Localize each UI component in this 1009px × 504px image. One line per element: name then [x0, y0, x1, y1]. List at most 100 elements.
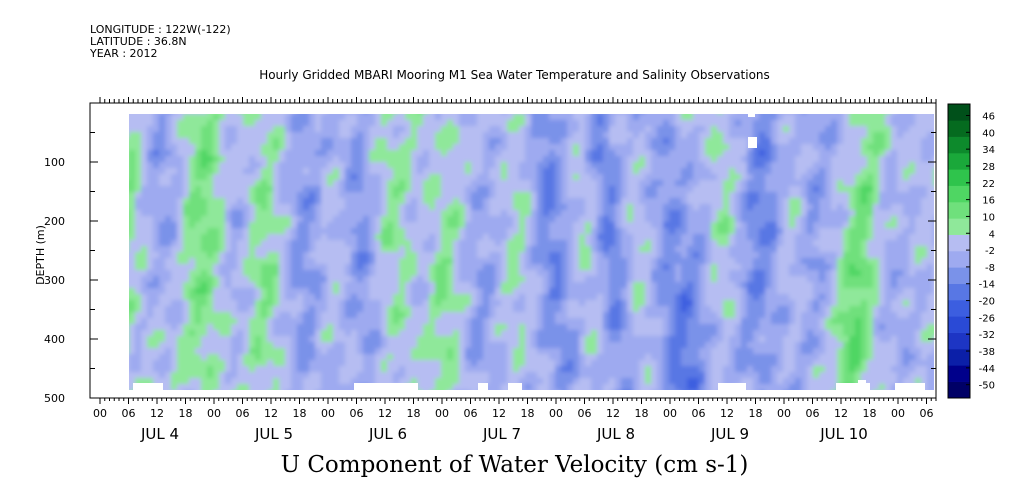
hour-tick-label: 12 [834, 407, 848, 420]
colorbar-label: 40 [982, 128, 995, 139]
data-gap [508, 383, 522, 390]
hour-tick-label: 18 [749, 407, 763, 420]
colorbar-label: -44 [979, 364, 995, 375]
axes: 00 06 12 18 00 06 12 18 00 06 12 18 00 06 12 18 00 06 12 18… [44, 97, 937, 443]
colorbar-label: -8 [985, 263, 995, 274]
data-gap [836, 383, 870, 390]
day-label: JUL 8 [596, 425, 635, 443]
colorbar-swatch [948, 251, 970, 268]
hour-tick-label: 18 [635, 407, 649, 420]
y-tick-label: 200 [44, 215, 65, 228]
hour-tick-label: 18 [293, 407, 307, 420]
hour-tick-label: 18 [863, 407, 877, 420]
data-gap [133, 383, 163, 390]
year-text: YEAR : 2012 [90, 47, 158, 60]
colorbar-swatch [948, 218, 970, 235]
colorbar-label: 4 [989, 229, 995, 240]
colorbar-swatch [948, 120, 970, 137]
hour-tick-label: 06 [350, 407, 364, 420]
hour-tick-label: 06 [236, 407, 250, 420]
hour-tick-label: 00 [207, 407, 221, 420]
location-metadata: LONGITUDE : 122W(-122) LATITUDE : 36.8N … [90, 24, 231, 60]
colorbar-label: -2 [985, 246, 995, 257]
hour-tick-label: 00 [891, 407, 905, 420]
y-tick-label: 100 [44, 156, 65, 169]
hour-tick-label: 12 [150, 407, 164, 420]
colorbar-swatch [948, 349, 970, 366]
data-gap [478, 383, 488, 390]
hour-tick-label: 00 [93, 407, 107, 420]
data-gap [718, 383, 746, 390]
hour-tick-label: 00 [663, 407, 677, 420]
hour-tick-label: 06 [578, 407, 592, 420]
data-gap [858, 380, 866, 384]
colorbar-swatch [948, 365, 970, 382]
x-axis-label: U Component of Water Velocity (cm s-1) [280, 452, 749, 478]
colorbar-swatch [948, 104, 970, 121]
day-label: JUL 10 [819, 425, 868, 443]
hour-tick-label: 18 [179, 407, 193, 420]
chart-title: Hourly Gridded MBARI Mooring M1 Sea Wate… [259, 68, 770, 82]
colorbar-label: -26 [979, 313, 995, 324]
day-label: JUL 9 [710, 425, 749, 443]
hour-tick-label: 06 [692, 407, 706, 420]
hour-tick-label: 00 [321, 407, 335, 420]
colorbar-label: -14 [979, 280, 995, 291]
colorbar-swatch [948, 300, 970, 317]
hour-tick-label: 12 [606, 407, 620, 420]
hour-tick-label: 18 [521, 407, 535, 420]
colorbar: 46 40 34 28 22 16 10 4 -2 -8 -14 -20 -26 -32 -38 -44 -50 [947, 103, 995, 399]
colorbar-swatch [948, 283, 970, 301]
colorbar-label: 10 [982, 212, 995, 223]
day-label: JUL 4 [140, 425, 179, 443]
day-label: JUL 7 [482, 425, 521, 443]
hour-tick-label: 06 [464, 407, 478, 420]
colorbar-frame [947, 103, 971, 399]
hour-tick-label: 00 [777, 407, 791, 420]
data-gap [354, 383, 418, 390]
y-tick-label: 400 [44, 333, 65, 346]
colorbar-swatch [948, 267, 970, 284]
colorbar-label: -50 [979, 381, 995, 392]
data-gap [748, 137, 757, 148]
missing-data-gaps [133, 112, 925, 390]
hour-tick-label: 12 [720, 407, 734, 420]
hour-tick-label: 18 [407, 407, 421, 420]
colorbar-swatch [948, 332, 970, 350]
hour-tick-label: 06 [920, 407, 934, 420]
colorbar-label: 28 [982, 162, 995, 173]
colorbar-swatch [948, 169, 970, 186]
hour-tick-label: 12 [264, 407, 278, 420]
colorbar-swatch [948, 234, 970, 252]
data-gap [748, 112, 755, 117]
y-axis-label: DEPTH (m) [34, 225, 47, 285]
longitude-text: LONGITUDE : 122W(-122) [90, 23, 231, 36]
data-gap [895, 383, 925, 390]
colorbar-swatch [948, 381, 970, 399]
colorbar-swatch [948, 185, 970, 203]
latitude-text: LATITUDE : 36.8N [90, 35, 187, 48]
colorbar-swatch [948, 202, 970, 219]
colorbar-label: 46 [982, 112, 995, 123]
colorbar-label: -38 [979, 347, 995, 358]
y-tick-label: 500 [44, 392, 65, 405]
hour-tick-label: 00 [435, 407, 449, 420]
y-tick-label: 300 [44, 274, 65, 287]
colorbar-label: 16 [982, 196, 995, 207]
colorbar-label: -32 [979, 330, 995, 341]
hour-tick-label: 00 [549, 407, 563, 420]
day-label: JUL 5 [254, 425, 293, 443]
velocity-field [129, 114, 934, 390]
colorbar-swatch [948, 153, 970, 170]
colorbar-label: 34 [982, 145, 995, 156]
hour-tick-label: 12 [378, 407, 392, 420]
day-label: JUL 6 [368, 425, 407, 443]
hour-tick-label: 06 [122, 407, 136, 420]
colorbar-label: 22 [982, 179, 995, 190]
hour-tick-label: 12 [492, 407, 506, 420]
colorbar-swatch [948, 136, 970, 154]
hour-tick-label: 06 [806, 407, 820, 420]
colorbar-swatch [948, 316, 970, 333]
colorbar-label: -20 [979, 297, 995, 308]
